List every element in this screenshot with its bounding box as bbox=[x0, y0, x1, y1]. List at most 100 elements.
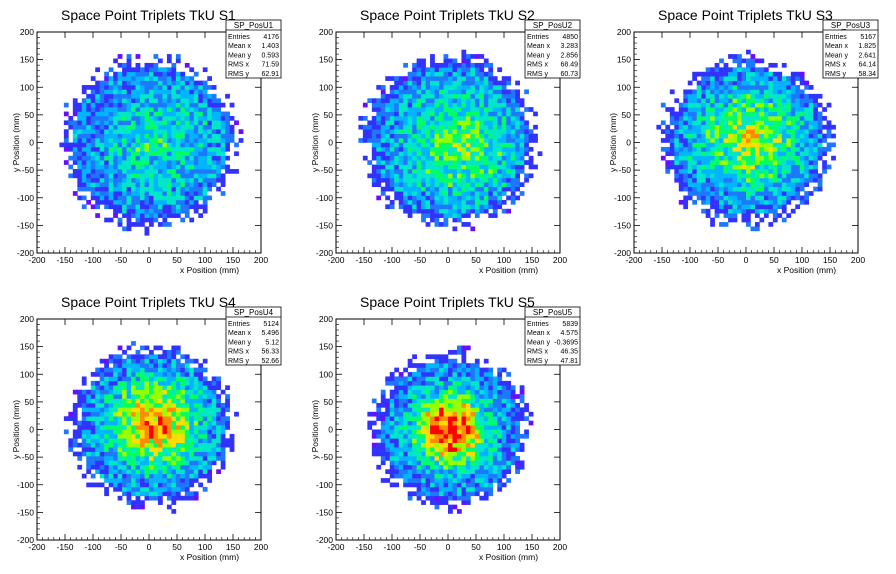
heatmap-cell bbox=[746, 67, 751, 73]
heatmap-cell bbox=[184, 151, 190, 157]
heatmap-cell bbox=[113, 204, 118, 210]
heatmap-cell bbox=[678, 133, 684, 139]
heatmap-cell bbox=[175, 402, 181, 408]
heatmap-cell bbox=[126, 76, 132, 81]
heatmap-cell bbox=[732, 155, 738, 161]
heatmap-cell bbox=[696, 111, 702, 117]
heatmap-cell bbox=[380, 416, 386, 421]
heatmap-cell bbox=[193, 129, 199, 134]
heatmap-cell bbox=[443, 138, 449, 143]
heatmap-cell bbox=[207, 469, 213, 474]
heatmap-cell bbox=[813, 186, 818, 192]
heatmap-cell bbox=[122, 62, 127, 68]
heatmap-cell bbox=[737, 164, 742, 170]
heatmap-cell bbox=[746, 155, 751, 161]
heatmap-cell bbox=[99, 177, 105, 183]
heatmap-cell bbox=[140, 160, 145, 165]
heatmap-cell bbox=[122, 115, 127, 121]
heatmap-cell bbox=[135, 442, 141, 448]
heatmap-cell bbox=[86, 85, 92, 90]
heatmap-cell bbox=[140, 385, 145, 391]
heatmap-cell bbox=[763, 160, 769, 165]
heatmap-cell bbox=[99, 195, 105, 201]
heatmap-cell bbox=[371, 433, 377, 439]
heatmap-cell bbox=[180, 416, 186, 421]
heatmap-cell bbox=[166, 71, 172, 77]
heatmap-cell bbox=[131, 433, 136, 439]
heatmap-cell bbox=[144, 398, 150, 404]
heatmap-cell bbox=[741, 217, 747, 223]
heatmap-cell bbox=[77, 155, 83, 161]
heatmap-cell bbox=[403, 111, 408, 117]
heatmap-cell bbox=[162, 473, 168, 479]
heatmap-cell bbox=[510, 142, 516, 148]
heatmap-cell bbox=[193, 380, 199, 386]
heatmap-cell bbox=[135, 438, 141, 444]
heatmap-cell bbox=[193, 111, 199, 117]
heatmap-cell bbox=[723, 142, 729, 148]
heatmap-cell bbox=[90, 182, 96, 187]
heatmap-cell bbox=[122, 102, 127, 108]
heatmap-cell bbox=[799, 177, 805, 183]
heatmap-cell bbox=[108, 358, 114, 364]
heatmap-cell bbox=[135, 372, 141, 377]
x-tick-label: -100 bbox=[84, 542, 101, 552]
heatmap-cell bbox=[425, 173, 431, 179]
heatmap-cell bbox=[198, 173, 204, 179]
heatmap-cell bbox=[421, 102, 426, 108]
heatmap-cell bbox=[483, 85, 489, 90]
heatmap-cell bbox=[104, 416, 109, 421]
heatmap-cell bbox=[175, 398, 181, 404]
heatmap-cell bbox=[380, 394, 386, 399]
heatmap-cell bbox=[483, 204, 489, 210]
heatmap-cell bbox=[452, 107, 458, 112]
heatmap-cell bbox=[153, 173, 159, 179]
heatmap-cell bbox=[528, 107, 534, 112]
heatmap-cell bbox=[108, 76, 114, 81]
heatmap-cell bbox=[126, 385, 132, 391]
heatmap-cell bbox=[225, 425, 230, 430]
heatmap-cell bbox=[216, 385, 221, 391]
heatmap-cell bbox=[90, 380, 96, 386]
heatmap-cell bbox=[452, 199, 458, 205]
heatmap-cell bbox=[77, 129, 83, 134]
heatmap-cell bbox=[501, 177, 507, 183]
heatmap-cell bbox=[202, 107, 208, 112]
heatmap-cell bbox=[131, 504, 136, 510]
heatmap-cell bbox=[135, 107, 141, 112]
heatmap-cell bbox=[799, 76, 805, 81]
heatmap-cell bbox=[140, 402, 145, 408]
heatmap-cell bbox=[180, 398, 186, 404]
heatmap-cell bbox=[470, 124, 476, 130]
heatmap-cell bbox=[238, 138, 244, 143]
heatmap-cell bbox=[813, 169, 818, 174]
heatmap-cell bbox=[211, 85, 217, 90]
heatmap-cell bbox=[220, 111, 226, 117]
heatmap-cell bbox=[68, 442, 74, 448]
heatmap-cell bbox=[808, 133, 814, 139]
heatmap-cell bbox=[193, 80, 199, 86]
heatmap-cell bbox=[483, 195, 489, 201]
heatmap-cell bbox=[126, 478, 132, 483]
heatmap-cell bbox=[412, 71, 417, 77]
heatmap-cell bbox=[723, 151, 729, 157]
heatmap-cell bbox=[683, 186, 689, 192]
heatmap-cell bbox=[750, 58, 756, 64]
heatmap-cell bbox=[220, 173, 226, 179]
heatmap-cell bbox=[768, 222, 774, 227]
heatmap-cell bbox=[430, 191, 435, 196]
heatmap-cell bbox=[737, 177, 742, 183]
heatmap-cell bbox=[768, 120, 774, 126]
heatmap-cell bbox=[759, 191, 765, 196]
heatmap-cell bbox=[759, 146, 765, 152]
heatmap-cell bbox=[216, 133, 221, 139]
heatmap-cell bbox=[515, 151, 520, 157]
heatmap-cell bbox=[162, 129, 168, 134]
heatmap-cell bbox=[656, 124, 662, 130]
heatmap-cell bbox=[723, 129, 729, 134]
heatmap-cell bbox=[207, 129, 213, 134]
heatmap-cell bbox=[719, 160, 724, 165]
heatmap-cell bbox=[153, 62, 159, 68]
heatmap-cell bbox=[216, 111, 221, 117]
heatmap-cell bbox=[207, 142, 213, 148]
